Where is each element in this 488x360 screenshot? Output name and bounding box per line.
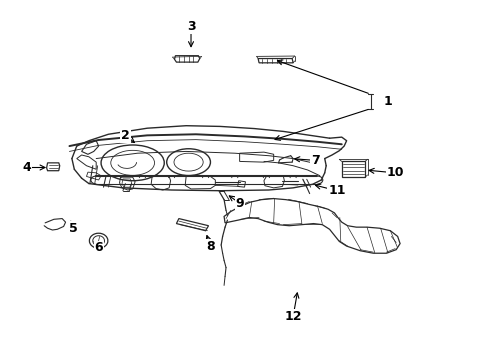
Text: 12: 12: [284, 310, 301, 323]
Text: 5: 5: [69, 222, 78, 235]
Text: 10: 10: [386, 166, 403, 179]
Text: 4: 4: [22, 161, 31, 174]
Text: 2: 2: [121, 129, 129, 142]
Text: 3: 3: [186, 20, 195, 33]
Text: 11: 11: [327, 184, 345, 197]
Text: 1: 1: [382, 95, 391, 108]
Text: 9: 9: [235, 197, 244, 210]
Text: 7: 7: [310, 154, 319, 167]
Text: 6: 6: [94, 241, 103, 255]
Text: 8: 8: [206, 240, 214, 253]
